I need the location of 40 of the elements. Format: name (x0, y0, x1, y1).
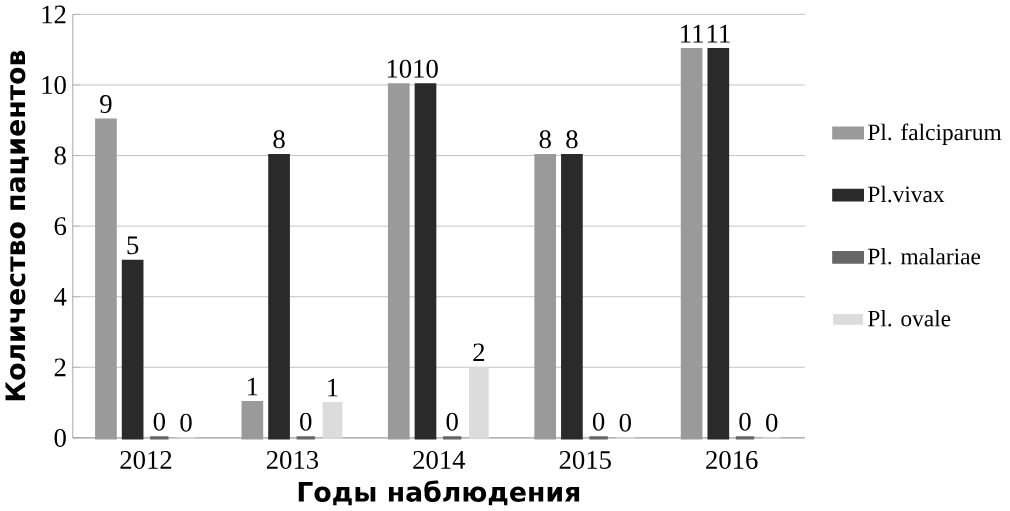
x-tick-label: 2013 (266, 451, 319, 470)
y-axis-title: Количество пациентов (5, 50, 29, 401)
y-tick-label: 6 (54, 217, 67, 236)
data-label: 0 (153, 412, 165, 431)
data-label: 11 (707, 24, 730, 43)
y-tick-label: 2 (54, 358, 66, 377)
data-label: 5 (127, 236, 139, 255)
data-label: 1 (248, 377, 258, 396)
data-label: 10 (414, 59, 438, 78)
x-tick-label: 2015 (559, 451, 611, 470)
data-label: 9 (100, 95, 112, 114)
data-label: 0 (766, 413, 778, 432)
data-label: 0 (446, 412, 458, 431)
data-label: 0 (300, 412, 312, 431)
data-label: 8 (566, 130, 578, 149)
legend-label: Pl.vivax (868, 185, 945, 203)
legend-label: Pl. malariae (868, 248, 981, 265)
y-tick-label: 0 (54, 428, 66, 447)
data-label: 0 (619, 413, 631, 432)
data-label: 0 (739, 412, 751, 431)
bar (469, 366, 489, 439)
x-tick-label: 2016 (706, 451, 758, 470)
legend-label: Pl. ovale (868, 310, 951, 327)
y-tick-label: 12 (42, 5, 66, 24)
data-label: 11 (681, 24, 703, 43)
data-label: 0 (592, 412, 605, 431)
data-label: 2 (473, 343, 485, 362)
x-axis-title: Годы наблюдения (298, 480, 580, 506)
data-label: 8 (273, 130, 285, 149)
x-tick-label: 2012 (120, 451, 172, 470)
y-tick-label: 10 (42, 76, 66, 95)
bar (322, 402, 343, 439)
data-label: 1 (328, 378, 338, 397)
legend-label: Pl. falciparum (868, 123, 1002, 146)
data-label: 10 (387, 59, 412, 78)
data-label: 0 (180, 413, 192, 432)
data-label: 8 (539, 130, 551, 149)
y-tick-label: 8 (54, 146, 66, 165)
y-tick-label: 4 (54, 288, 67, 306)
x-tick-label: 2014 (413, 451, 466, 470)
